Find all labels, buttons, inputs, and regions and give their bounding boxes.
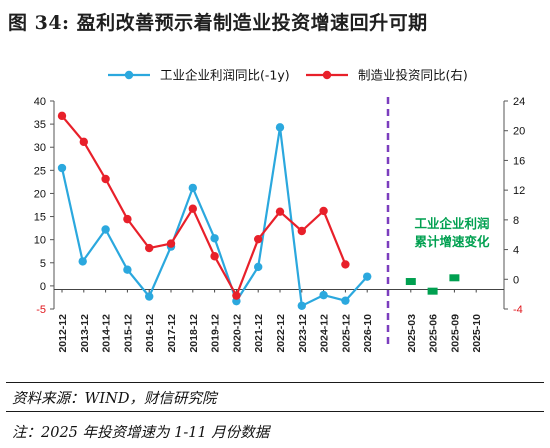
right-tick-label: 24 <box>513 96 525 108</box>
series-2-point <box>166 239 176 248</box>
x-tick-label: 2025-06 <box>428 314 440 353</box>
left-tick-label: 25 <box>34 165 46 177</box>
right-tick-label: 8 <box>513 215 519 227</box>
series-1-point <box>101 225 110 234</box>
x-tick-label: 2019-12 <box>210 314 222 353</box>
series-1-point <box>254 262 263 272</box>
series-1-point <box>145 292 154 301</box>
right-tick-label: 0 <box>513 274 519 286</box>
legend-swatch-marker-2 <box>322 70 332 80</box>
annotation-line-1: 工业企业利润 <box>414 216 489 231</box>
x-tick-label: 2016-12 <box>144 314 156 353</box>
x-tick-label: 2012-12 <box>57 314 69 353</box>
footer-divider <box>6 382 544 383</box>
legend-label-1: 工业企业利润同比(-1y) <box>160 68 290 83</box>
series-1-point <box>188 183 197 193</box>
left-tick-label: -5 <box>36 304 46 316</box>
green-point <box>427 287 438 295</box>
series-2-point <box>275 207 285 216</box>
series-1-point <box>341 296 350 305</box>
x-tick-label: 2023-12 <box>297 314 309 353</box>
legend-swatch-marker-1 <box>124 70 134 80</box>
series-1-point <box>363 272 372 281</box>
x-tick-label: 2025-12 <box>340 314 352 353</box>
source-text: 资料来源：WIND，财信研究院 <box>12 391 217 407</box>
series-2-point <box>297 226 306 236</box>
x-tick-label: 2022-12 <box>275 314 287 353</box>
right-tick-label: 12 <box>513 185 525 197</box>
series-2-point <box>145 243 154 253</box>
x-tick-label: 2025-09 <box>449 314 461 353</box>
series-2-point <box>101 174 110 184</box>
series-2-point <box>210 252 219 261</box>
x-tick-label: 2024-12 <box>319 314 331 353</box>
x-tick-label: 2013-12 <box>79 314 91 353</box>
series-line-1 <box>60 126 369 307</box>
left-tick-label: 10 <box>34 235 46 247</box>
x-tick-label: 2025-10 <box>471 314 483 353</box>
annotation-line-2: 累计增速变化 <box>414 234 490 249</box>
x-tick-label: 2025-03 <box>406 314 418 353</box>
series-1-point <box>57 163 67 173</box>
x-tick-label: 2021-12 <box>253 314 265 353</box>
series-1-point <box>78 257 87 266</box>
series-1-point <box>275 123 285 132</box>
legend-label-2: 制造业投资同比(右) <box>358 68 468 83</box>
left-tick-label: 15 <box>34 212 46 224</box>
series-2-point <box>57 111 67 121</box>
green-point <box>449 274 460 282</box>
series-1-point <box>123 265 132 274</box>
series-2-point <box>79 137 89 147</box>
series-line-2 <box>61 115 347 297</box>
series-2-point <box>254 234 263 244</box>
green-point <box>405 278 416 286</box>
figure-title: 图 34: 盈利改善预示着制造业投资增速回升可期 <box>8 12 428 34</box>
left-tick-label: 40 <box>34 96 46 108</box>
x-tick-label: 2015-12 <box>122 314 134 353</box>
x-tick-label: 2020-12 <box>231 314 243 353</box>
right-tick-label: 4 <box>513 245 519 257</box>
x-tick-label: 2018-12 <box>188 314 200 353</box>
series-1-point <box>319 290 328 300</box>
series-2-point <box>319 206 328 216</box>
series-2-point <box>341 260 350 269</box>
series-2-point <box>123 214 132 224</box>
series-2-point <box>188 204 197 213</box>
left-tick-label: 35 <box>34 119 46 131</box>
note-text: 注：2025 年投资增速为 1-11 月份数据 <box>12 425 270 441</box>
series-2-point <box>232 291 241 300</box>
right-tick-label: -4 <box>513 304 523 316</box>
x-tick-label: 2026-10 <box>362 314 374 353</box>
footer-divider-2 <box>6 411 544 412</box>
x-tick-label: 2014-12 <box>101 314 113 353</box>
left-tick-label: 30 <box>34 142 46 154</box>
series-1-point <box>210 234 219 243</box>
left-tick-label: 20 <box>34 188 46 200</box>
x-tick-label: 2017-12 <box>166 314 178 353</box>
right-tick-label: 16 <box>513 155 525 167</box>
left-tick-label: 0 <box>40 281 46 293</box>
left-tick-label: 5 <box>40 258 46 270</box>
right-tick-label: 20 <box>513 126 525 138</box>
series-1-point <box>297 301 306 310</box>
